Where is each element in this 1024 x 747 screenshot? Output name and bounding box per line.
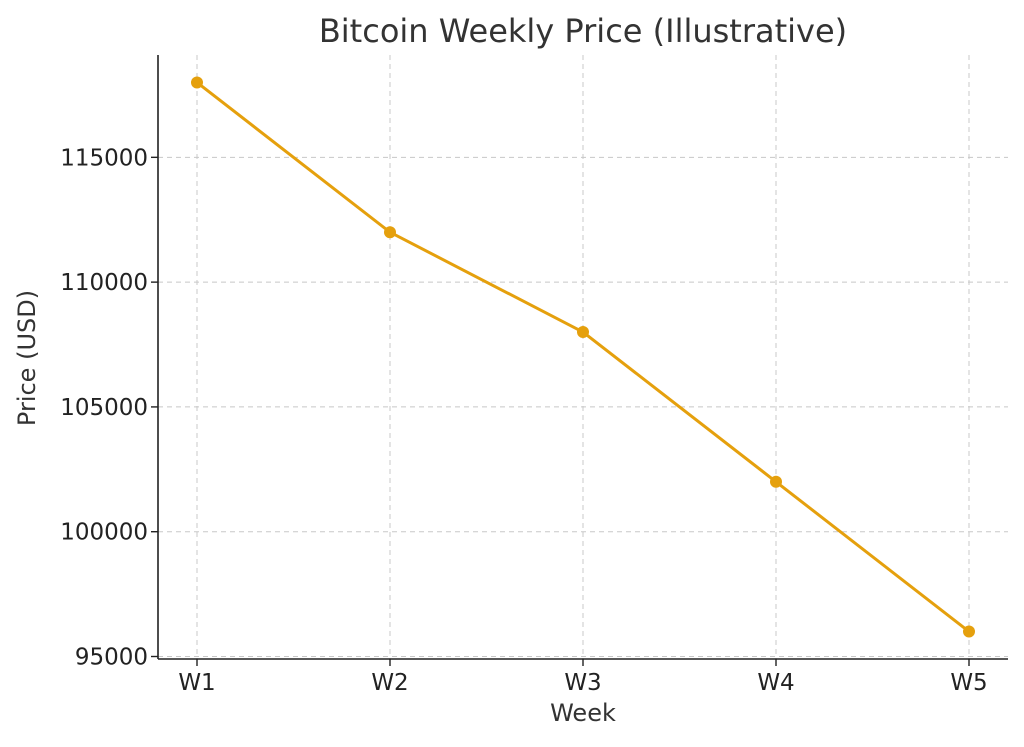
x-axis-label: Week	[550, 699, 616, 727]
y-tick-label: 100000	[60, 520, 148, 546]
grid-lines	[158, 55, 1008, 659]
y-tick-label: 110000	[60, 270, 148, 296]
data-point-marker	[963, 625, 975, 638]
y-axis-label: Price (USD)	[13, 290, 41, 426]
data-point-marker	[770, 475, 782, 488]
chart-title: Bitcoin Weekly Price (Illustrative)	[319, 12, 847, 50]
tick-labels: 95000 100000 105000 110000 115000 W1 W2 W3 W4 W5	[60, 145, 988, 696]
data-point-marker	[384, 226, 396, 239]
axes	[151, 55, 1008, 666]
x-tick-label: W5	[950, 670, 987, 696]
x-tick-label: W4	[757, 670, 794, 696]
x-tick-label: W1	[178, 670, 215, 696]
x-tick-label: W2	[371, 670, 408, 696]
x-tick-label: W3	[564, 670, 601, 696]
y-tick-label: 95000	[75, 645, 148, 671]
series-layer	[191, 76, 975, 638]
data-point-marker	[191, 76, 203, 89]
y-tick-label: 115000	[60, 145, 148, 171]
data-point-marker	[577, 326, 589, 339]
y-tick-label: 105000	[60, 395, 148, 421]
